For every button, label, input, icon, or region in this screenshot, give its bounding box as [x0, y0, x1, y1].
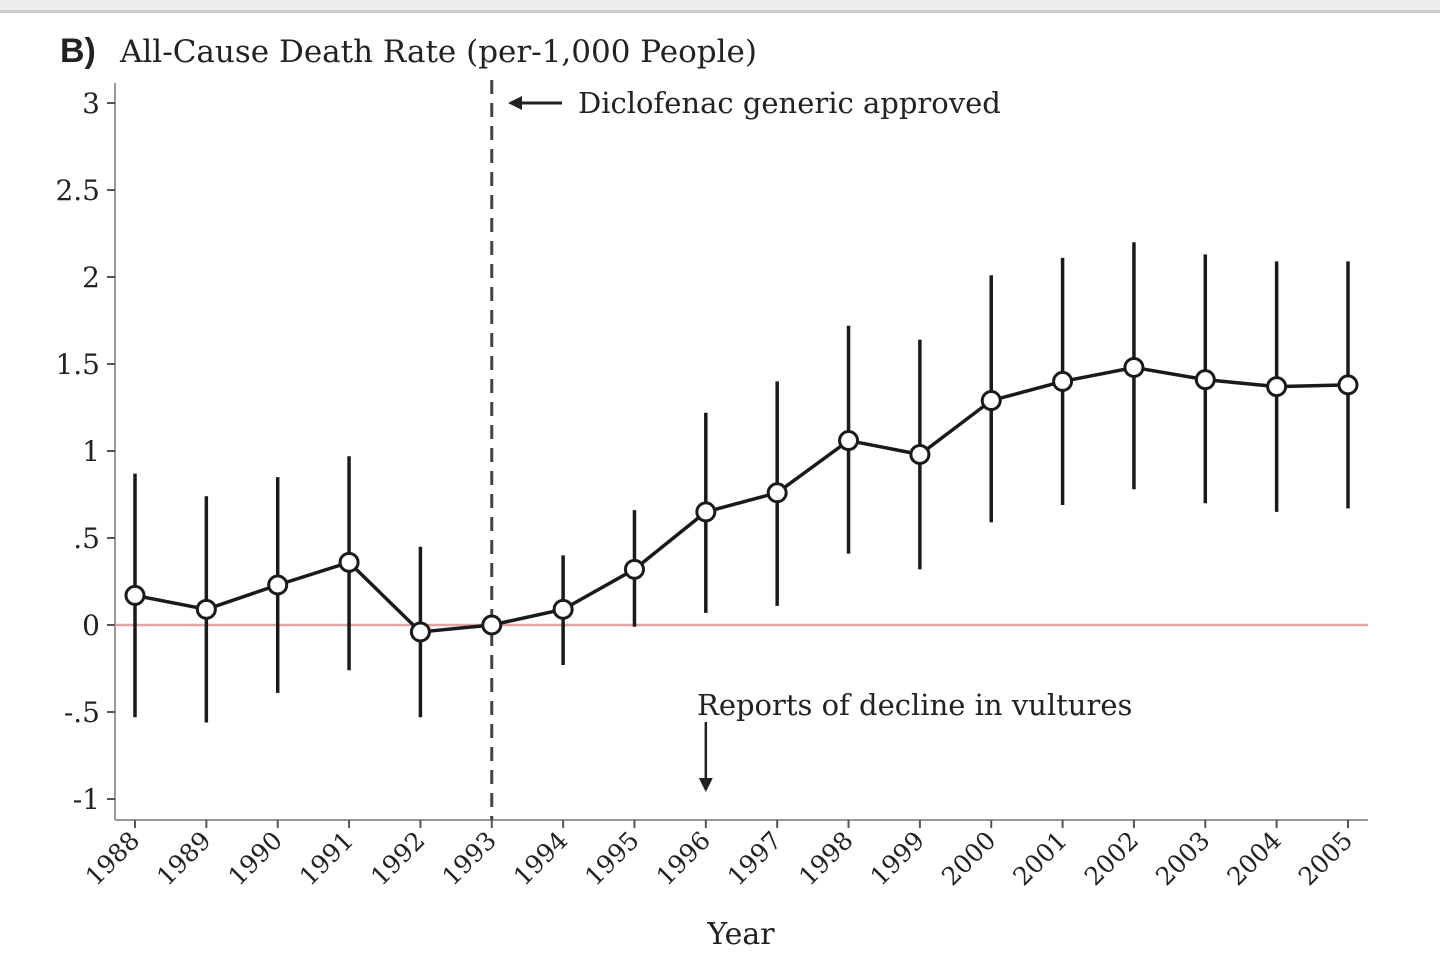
data-point: [267, 574, 289, 596]
data-point: [980, 390, 1002, 412]
x-tick-label: 2002: [1079, 826, 1144, 891]
y-tick-label: 2: [82, 261, 100, 294]
data-point: [1194, 369, 1216, 391]
y-tick-label: 2.5: [55, 174, 100, 207]
y-tick-label: -1: [73, 783, 100, 816]
data-point: [623, 558, 645, 580]
y-tick-label: 1.5: [55, 348, 100, 381]
y-tick-label: 3: [82, 87, 100, 120]
window-top-bar: [0, 0, 1440, 13]
annotation-diclofenac: Diclofenac generic approved: [578, 86, 1001, 120]
x-tick-label: 1995: [579, 826, 644, 891]
x-axis-label: Year: [706, 917, 775, 952]
x-tick-label: 2001: [1007, 826, 1072, 891]
x-tick-label: 1999: [865, 826, 930, 891]
data-point: [195, 598, 217, 620]
y-tick-label: 0: [82, 609, 100, 642]
x-tick-label: 1993: [437, 826, 502, 891]
data-point: [909, 443, 931, 465]
data-point: [1052, 370, 1074, 392]
x-tick-label: 1997: [722, 826, 787, 891]
series-line: [134, 365, 1349, 634]
data-point: [695, 501, 717, 523]
x-tick-label: 1998: [793, 826, 858, 891]
x-tick-label: 2003: [1150, 826, 1215, 891]
x-tick-label: 2000: [936, 826, 1001, 891]
panel-label: B): [60, 32, 96, 70]
x-tick-label: 2004: [1221, 826, 1286, 891]
y-tick-label: 1: [82, 435, 100, 468]
annotation-vultures: Reports of decline in vultures: [697, 688, 1132, 722]
x-tick-label: 1990: [222, 826, 287, 891]
x-tick-label: 1989: [151, 826, 216, 891]
data-point: [766, 482, 788, 504]
data-point: [1123, 356, 1145, 378]
data-point: [552, 598, 574, 620]
y-tick-label: -.5: [64, 696, 100, 729]
data-point: [1337, 374, 1359, 396]
data-point: [481, 614, 503, 636]
data-point: [124, 584, 146, 606]
chart-title: All-Cause Death Rate (per-1,000 People): [119, 34, 757, 70]
x-tick-label: 1994: [508, 826, 573, 891]
x-tick-label: 1996: [651, 826, 716, 891]
x-tick-label: 1992: [365, 826, 430, 891]
x-tick-label: 1991: [294, 826, 359, 891]
arrow-left-head-icon: [508, 96, 522, 110]
data-point: [838, 430, 860, 452]
data-point: [1266, 376, 1288, 398]
data-point: [338, 551, 360, 573]
arrow-down-head-icon: [698, 778, 713, 792]
x-tick-label: 2005: [1293, 826, 1358, 891]
x-tick-label: 1988: [80, 826, 145, 891]
y-tick-label: .5: [73, 522, 100, 555]
data-point: [409, 621, 431, 643]
